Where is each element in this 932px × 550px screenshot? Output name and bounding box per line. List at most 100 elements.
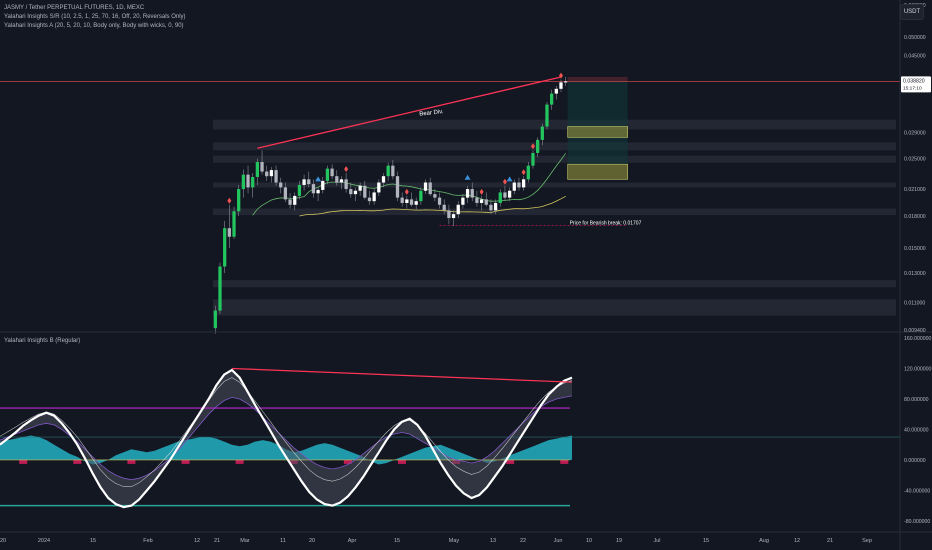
histogram-negative-bar — [560, 459, 569, 464]
x-tick-label: 2024 — [38, 538, 50, 544]
candle — [409, 192, 414, 207]
x-tick-label: Jul — [653, 538, 660, 544]
candle-body — [461, 197, 465, 205]
x-tick-label: Mar — [240, 538, 250, 544]
price-tick-label: 0.025000 — [904, 156, 926, 162]
candle-body — [550, 93, 554, 105]
candle — [470, 182, 474, 202]
candle-body — [227, 228, 231, 237]
candle — [428, 177, 432, 196]
support-zone — [213, 119, 896, 130]
x-tick-label: 21 — [827, 538, 833, 544]
candle — [251, 173, 255, 198]
histogram-negative-bar — [506, 459, 515, 464]
oscillator-tick-label: 0.000000 — [904, 458, 926, 464]
x-tick-label: 15 — [394, 538, 400, 544]
candle — [479, 195, 484, 211]
price-tick-label: 0.015000 — [904, 246, 926, 252]
candle-body — [246, 174, 250, 188]
bear-divergence-label: Bear Div. — [419, 109, 444, 118]
candle-body — [279, 182, 283, 188]
candle — [512, 179, 516, 195]
x-tick-label: 15 — [703, 538, 709, 544]
histogram-negative-bar — [343, 459, 352, 464]
indicator-sr-legend[interactable]: Yalahari Insights S/R (10, 2.5, 1, 25, 7… — [4, 14, 186, 20]
signal-line — [0, 395, 573, 481]
oscillator-pane — [0, 367, 900, 509]
candle — [349, 182, 353, 198]
candle — [386, 162, 390, 181]
candle-body — [367, 197, 372, 202]
price-tick-label: 0.029000 — [904, 130, 926, 136]
x-tick-label: 11 — [280, 538, 286, 544]
candle — [232, 206, 236, 239]
candle — [279, 177, 283, 194]
x-tick-label: 12 — [794, 538, 800, 544]
candle-body — [344, 179, 348, 190]
candle-body — [223, 228, 227, 267]
candle-body — [545, 104, 549, 127]
candle-body — [349, 189, 353, 195]
candle — [507, 187, 512, 202]
candle-body — [251, 176, 255, 188]
candle-body — [311, 184, 316, 194]
candle — [493, 199, 498, 215]
buy-signal-icon — [464, 174, 471, 180]
support-zone — [213, 182, 896, 188]
candle-body — [503, 192, 507, 198]
support-zone — [213, 142, 896, 151]
helper-line — [0, 377, 573, 487]
price-tick-label: 0.045000 — [904, 53, 926, 59]
candle-body — [395, 176, 400, 198]
histogram-negative-bar — [181, 459, 190, 464]
chart-title: JASMY / Tether PERPETUAL FUTURES, 1D, ME… — [4, 5, 145, 11]
x-tick-label: 15 — [90, 538, 96, 544]
candle-body — [526, 165, 530, 180]
candle-body — [372, 192, 376, 202]
candle-body — [325, 168, 330, 181]
candle — [335, 170, 339, 186]
candle — [540, 123, 544, 146]
candle — [223, 221, 227, 274]
histogram-negative-bar — [397, 459, 406, 464]
candle-body — [307, 179, 311, 185]
candle-body — [423, 182, 428, 191]
support-zone — [213, 155, 896, 163]
indicator-a-legend[interactable]: Yalahari Insights A (20, 5, 20, 10, Body… — [4, 23, 184, 29]
candle-body — [232, 211, 236, 237]
stop-zone — [567, 76, 628, 82]
candle — [288, 193, 292, 209]
candle-body — [493, 202, 498, 211]
candle — [316, 187, 320, 202]
candle — [484, 192, 488, 207]
x-tick-label: Apr — [348, 538, 357, 544]
candle — [536, 137, 540, 158]
candle-body — [475, 197, 479, 203]
candle — [311, 179, 316, 198]
x-tick-label: Jun — [554, 538, 563, 544]
candle — [307, 171, 311, 188]
x-tick-label: 21 — [214, 538, 220, 544]
oscillator-label[interactable]: Yalahari Insights B (Regular) — [4, 338, 81, 344]
candle — [451, 210, 456, 227]
currency-badge[interactable]: USDT — [900, 4, 924, 20]
candle — [545, 102, 549, 130]
candle — [213, 305, 217, 334]
candle — [344, 173, 348, 193]
candle — [531, 150, 535, 169]
candle-body — [498, 192, 502, 203]
candle-body — [564, 81, 568, 83]
candle — [237, 184, 241, 217]
projection-box — [567, 81, 628, 165]
candle-body — [447, 210, 451, 219]
candle-body — [316, 189, 320, 194]
candle-body — [554, 88, 558, 94]
candle-body — [433, 194, 437, 198]
candle-body — [274, 170, 278, 183]
oscillator-tick-label: 80.000000 — [904, 397, 929, 403]
main-wave-line — [0, 368, 573, 509]
oscillator-tick-label: -80.000000 — [904, 519, 930, 525]
candle — [325, 165, 330, 185]
candle-body — [536, 139, 540, 153]
candle — [554, 86, 558, 100]
